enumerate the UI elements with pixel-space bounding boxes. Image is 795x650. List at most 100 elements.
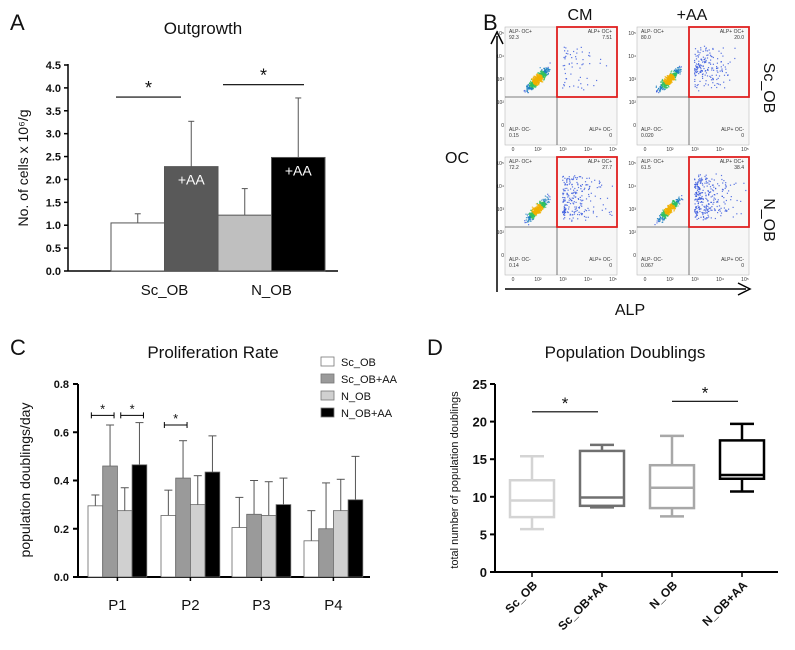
flow-event [543, 75, 545, 77]
flow-event [566, 201, 568, 203]
flow-event [533, 218, 535, 220]
flow-event [695, 65, 697, 67]
flow-event [530, 84, 532, 86]
flow-event [698, 201, 700, 203]
flow-event [729, 79, 731, 81]
flow-event [727, 74, 729, 76]
flow-event [694, 199, 696, 201]
flow-event [573, 176, 575, 178]
flow-event [694, 72, 696, 74]
flow-event [533, 207, 535, 209]
panel-label-b: B [483, 10, 498, 35]
flow-event [663, 215, 665, 217]
flow-event [709, 62, 711, 64]
bar-n-ob [332, 510, 349, 578]
flow-event [573, 203, 575, 205]
flow-event [566, 179, 568, 181]
flow-event [562, 196, 564, 199]
flow-event [702, 201, 704, 203]
flow-event [717, 183, 719, 185]
flow-event [700, 64, 702, 66]
flow-event [682, 199, 684, 201]
flow-event [720, 215, 722, 217]
x-tick-label: 10² [666, 277, 674, 283]
flow-event [575, 201, 577, 203]
bar-label: +AA [178, 172, 206, 188]
flow-event [565, 208, 567, 210]
flow-event [704, 175, 706, 178]
flow-event [563, 212, 565, 214]
flow-event [668, 86, 670, 88]
flow-event [715, 74, 717, 76]
flow-event [528, 88, 530, 90]
flow-event [572, 217, 574, 219]
flow-event [534, 210, 537, 212]
flow-event [573, 85, 575, 87]
flow-event [567, 196, 569, 198]
flow-event [564, 177, 566, 179]
flow-event [567, 189, 569, 191]
flow-event [574, 206, 576, 208]
flow-event [536, 84, 538, 86]
flow-event [704, 209, 706, 211]
flow-event [585, 184, 587, 186]
flow-event [571, 57, 573, 59]
flow-event [539, 212, 541, 214]
flow-event [570, 73, 572, 75]
flow-event [702, 61, 704, 63]
flow-event [544, 70, 546, 72]
flow-event [566, 181, 568, 183]
flow-event [675, 205, 677, 207]
flow-event [532, 83, 534, 85]
flow-event [584, 209, 586, 211]
flow-event [528, 216, 531, 219]
flow-event [549, 69, 551, 71]
flow-event [543, 75, 546, 77]
flow-event [672, 206, 674, 208]
flow-event [547, 193, 549, 195]
flow-event [697, 67, 699, 69]
flow-event [711, 56, 713, 58]
quadrant-label: ALP- OC- [641, 257, 663, 263]
flow-event [665, 213, 667, 215]
flow-event [580, 204, 582, 206]
significance-mark: * [100, 401, 105, 416]
flow-event [695, 187, 697, 189]
flow-event [547, 73, 549, 76]
flow-event [588, 52, 590, 54]
flow-event [673, 74, 675, 76]
flow-event [543, 74, 545, 76]
flow-event [673, 76, 675, 78]
flow-event [667, 205, 669, 207]
flow-event [707, 210, 709, 213]
flow-event [665, 86, 667, 88]
flow-event [544, 202, 546, 205]
flow-event [696, 199, 698, 201]
flow-event [656, 90, 658, 92]
flow-event [545, 203, 547, 205]
flow-event [702, 189, 704, 191]
flow-event [545, 67, 547, 69]
flow-event [580, 185, 582, 187]
flow-event [665, 83, 667, 85]
significance-mark: * [145, 78, 152, 98]
flow-event [544, 195, 546, 197]
flow-event [724, 184, 727, 186]
flow-event [694, 183, 696, 186]
flow-event [664, 209, 666, 211]
flow-event [546, 71, 548, 73]
flow-event [531, 214, 533, 216]
flow-event [663, 86, 666, 88]
flow-event [526, 84, 529, 86]
flow-event [537, 81, 539, 83]
flow-event [569, 182, 571, 184]
flow-event [666, 208, 668, 210]
flow-event [727, 63, 729, 65]
flow-event [698, 64, 701, 66]
flow-event [564, 187, 566, 190]
flow-event [721, 188, 724, 190]
flow-event [708, 191, 710, 194]
flow-event [701, 211, 703, 214]
flow-event [705, 218, 707, 220]
flow-event [598, 186, 600, 188]
